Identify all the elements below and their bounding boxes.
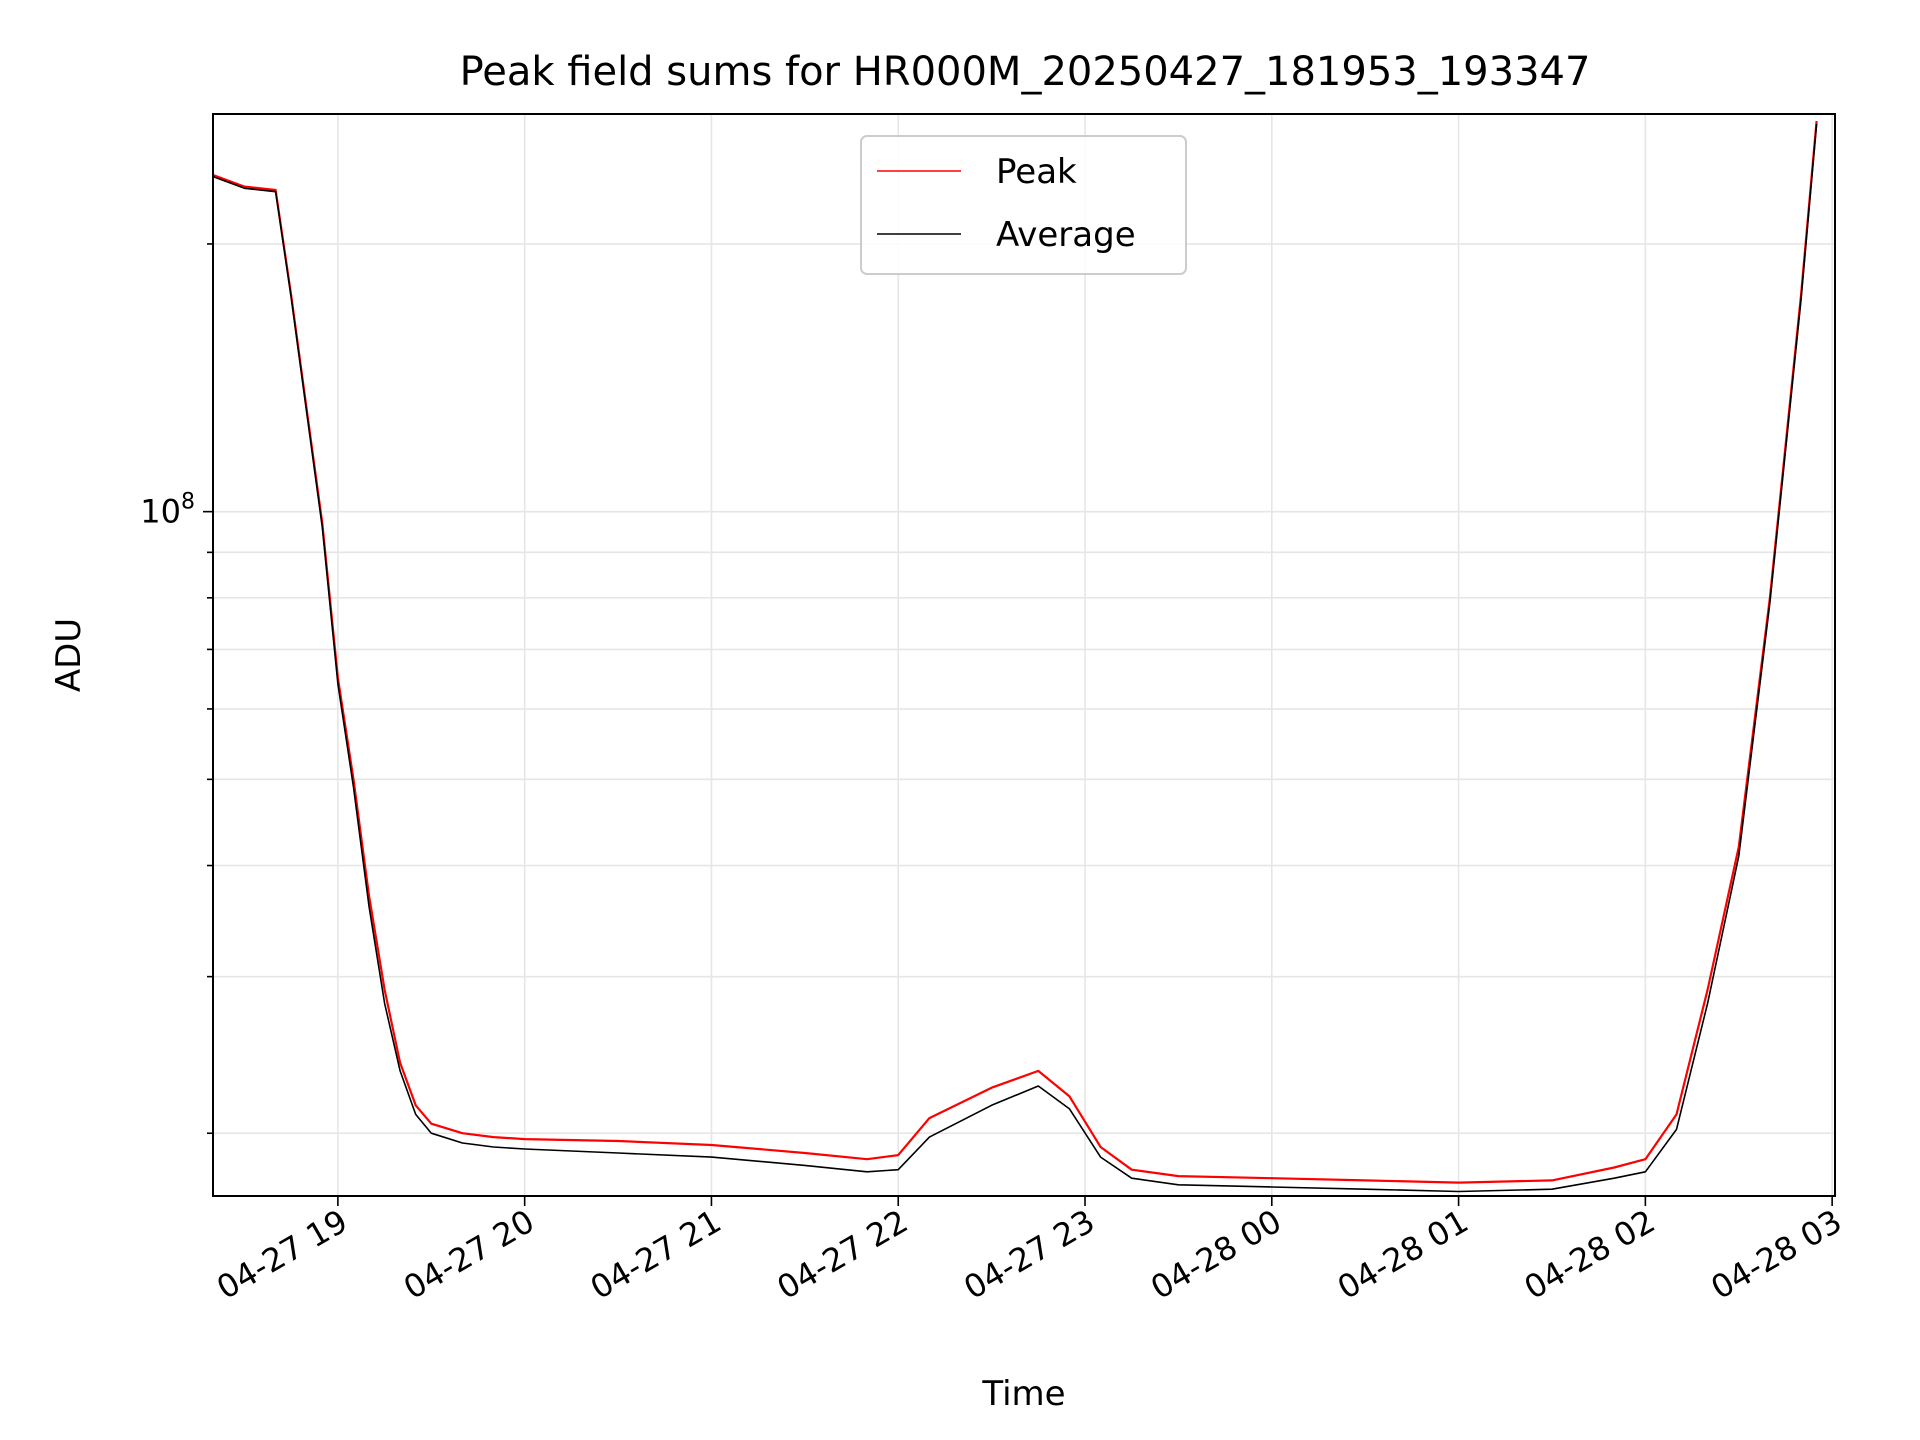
series-line-peak (213, 120, 1818, 1184)
plot-lines (213, 120, 1818, 1193)
chart-title: Peak field sums for HR000M_20250427_1819… (460, 49, 1591, 95)
x-axis-label: Time (981, 1374, 1065, 1414)
legend-label-peak: Peak (996, 152, 1077, 192)
y-tick-label: 108 (140, 490, 195, 531)
grid-lines (213, 114, 1835, 1196)
legend-label-average: Average (996, 215, 1136, 255)
plot-frame (212, 113, 1836, 1197)
series-line-average (213, 123, 1818, 1193)
y-axis-label: ADU (49, 618, 89, 692)
legend: Peak Average (860, 135, 1187, 275)
y-axis-ticks: 108 (140, 243, 213, 1135)
